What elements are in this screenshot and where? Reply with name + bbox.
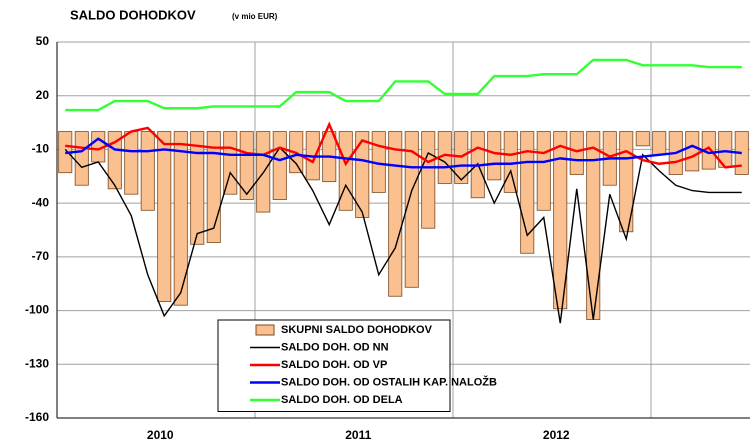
- legend-label: SALDO DOH. OD DELA: [281, 394, 403, 406]
- y-tick-label: -160: [25, 410, 49, 424]
- y-tick-label: -40: [32, 195, 50, 209]
- bar: [388, 131, 403, 297]
- bar: [173, 131, 188, 306]
- legend-label: SALDO DOH. OD NN: [281, 341, 389, 353]
- bar: [107, 131, 122, 190]
- legend-label: SALDO DOH. OD VP: [281, 359, 387, 371]
- legend-label: SALDO DOH. OD OSTALIH KAP. NALOŽB: [281, 375, 497, 388]
- bar: [536, 131, 551, 211]
- y-tick-label: -100: [25, 303, 49, 317]
- y-tick-label: -10: [32, 142, 50, 156]
- line-series: [65, 121, 742, 169]
- y-tick-label: -70: [32, 249, 50, 263]
- bar: [487, 131, 502, 181]
- legend-swatch: [255, 324, 275, 336]
- bar: [652, 131, 667, 156]
- bar: [157, 131, 172, 303]
- bar: [140, 131, 155, 211]
- y-tick-label: -130: [25, 356, 49, 370]
- bar: [619, 131, 634, 233]
- line-series: [64, 146, 742, 324]
- bar: [503, 131, 518, 193]
- bar: [635, 131, 650, 147]
- bar: [355, 131, 370, 218]
- x-tick-label: 2012: [543, 428, 570, 442]
- legend-label: SKUPNI SALDO DOHODKOV: [281, 324, 433, 336]
- x-tick-label: 2010: [147, 428, 174, 442]
- chart-subtitle: (v mio EUR): [232, 12, 278, 21]
- bar: [223, 131, 238, 195]
- bar: [553, 131, 568, 310]
- line-series: [65, 58, 742, 112]
- chart-title: SALDO DOHODKOV: [70, 7, 196, 22]
- bar: [124, 131, 139, 195]
- bar: [239, 131, 254, 200]
- bar: [272, 131, 287, 200]
- bar: [685, 131, 700, 172]
- line-series: [65, 137, 742, 169]
- bar: [190, 131, 205, 245]
- bar: [421, 131, 436, 229]
- bar: [74, 131, 89, 186]
- bar: [569, 131, 584, 175]
- y-tick-label: 20: [36, 88, 50, 102]
- bar: [338, 131, 353, 211]
- bar: [404, 131, 419, 288]
- x-tick-label: 2011: [345, 428, 371, 442]
- y-tick-label: 50: [36, 34, 50, 48]
